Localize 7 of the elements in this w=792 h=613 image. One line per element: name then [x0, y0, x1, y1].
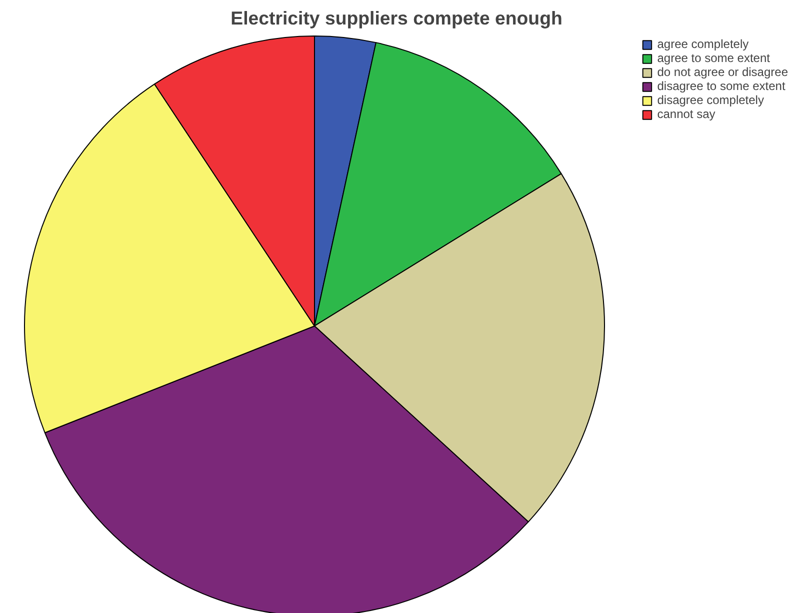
legend-label: agree to some extent	[657, 51, 770, 65]
legend-label: cannot say	[657, 107, 716, 121]
chart-title: Electricity suppliers compete enough	[230, 8, 562, 28]
legend-label: do not agree or disagree	[657, 65, 788, 79]
legend-label: disagree to some extent	[657, 79, 786, 93]
legend-label: agree completely	[657, 37, 749, 51]
legend-label: disagree completely	[657, 93, 764, 107]
